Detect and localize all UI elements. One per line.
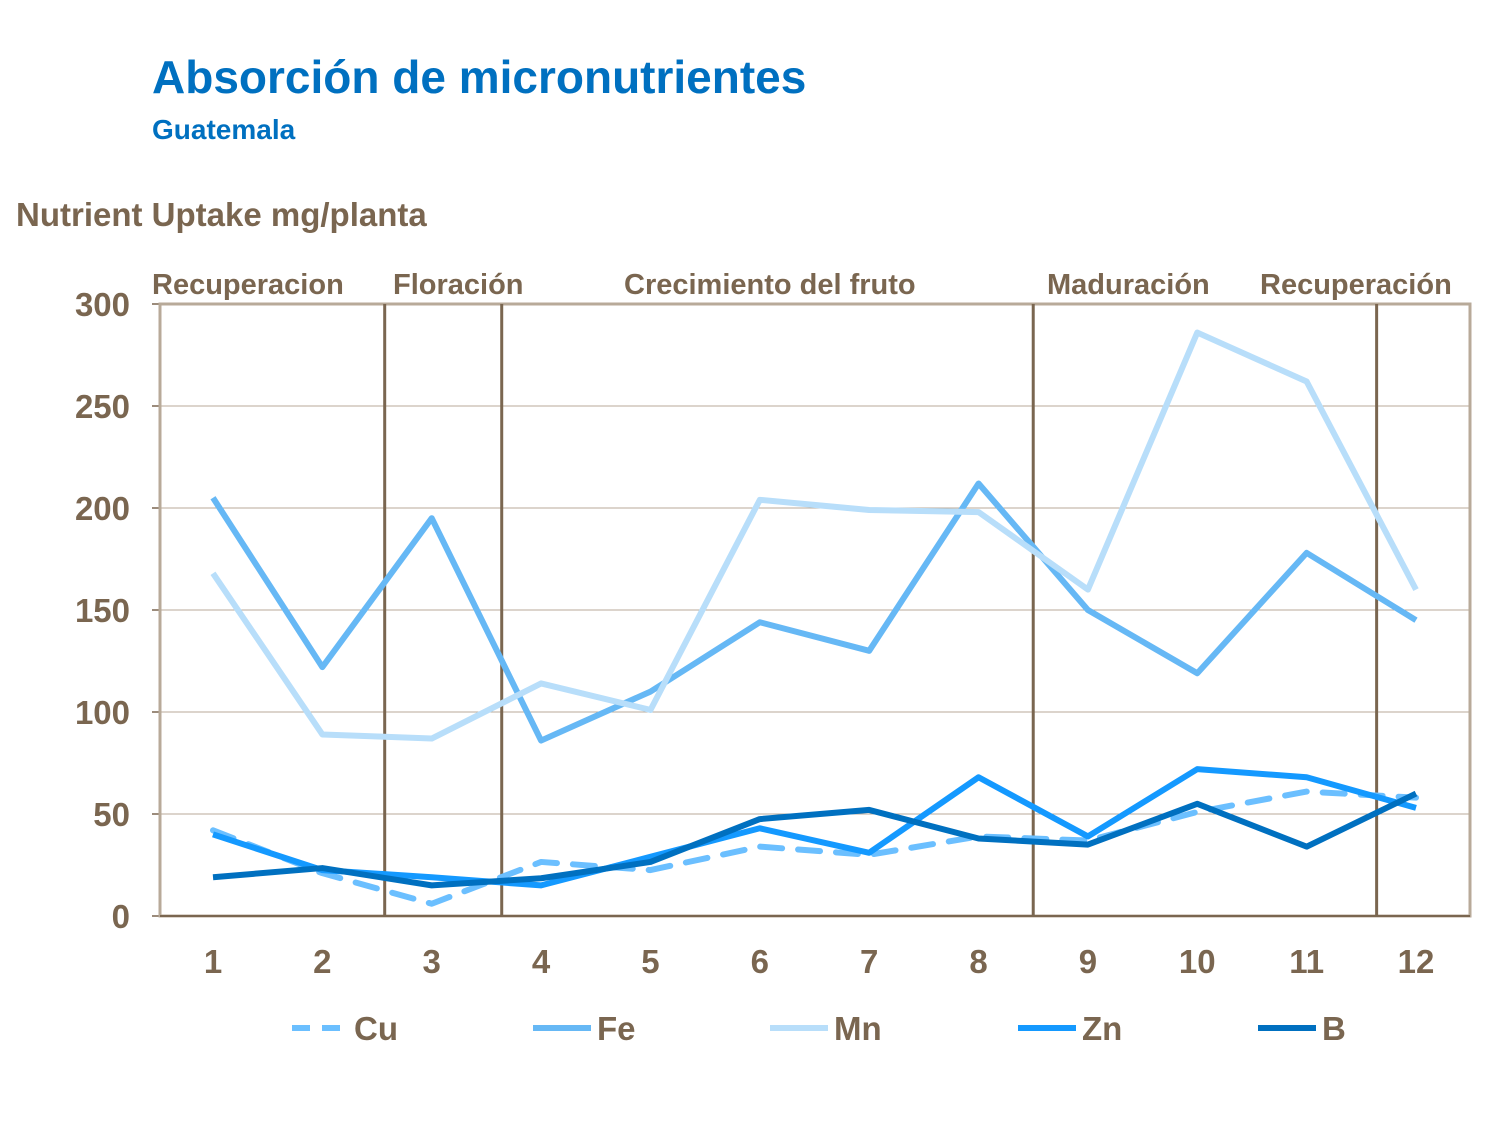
x-tick-label: 4 [532,943,551,980]
series-line-fe [210,480,1418,744]
y-tick-label: 300 [75,286,130,323]
x-tick-label: 1 [204,943,222,980]
x-tick-label: 8 [969,943,987,980]
x-tick-label: 9 [1079,943,1097,980]
phase-label: Recuperacion [152,269,344,301]
phase-label: Maduración [1047,269,1210,301]
y-tick-label: 150 [75,592,130,629]
chart-title: Absorción de micronutrientes [152,51,807,103]
phase-label: Floración [393,269,524,301]
y-tick-label: 200 [75,490,130,527]
chart-subtitle: Guatemala [152,114,296,145]
y-tick-label: 50 [93,796,130,833]
x-tick-label: 7 [860,943,878,980]
series-line-b [212,790,1418,889]
x-tick-label: 11 [1289,943,1324,980]
series-line-zn [212,766,1417,889]
x-tick-label: 6 [751,943,769,980]
legend-label-mn: Mn [834,1010,882,1047]
phase-label: Crecimiento del fruto [624,269,916,301]
x-tick-label: 10 [1179,943,1216,980]
x-tick-label: 12 [1398,943,1435,980]
legend-label-zn: Zn [1082,1010,1122,1047]
y-tick-label: 250 [75,388,130,425]
series-line-cu [210,788,1419,907]
legend-label-cu: Cu [354,1010,398,1047]
y-axis-label: Nutrient Uptake mg/planta [16,196,427,233]
y-tick-label: 100 [75,694,130,731]
legend-label-b: B [1322,1010,1346,1047]
y-tick-label: 0 [112,898,130,935]
x-tick-label: 5 [641,943,659,980]
x-tick-label: 2 [313,943,331,980]
x-tick-label: 3 [423,943,441,980]
phase-label: Recuperación [1260,269,1452,301]
series-line-mn [210,329,1419,742]
legend-label-fe: Fe [597,1010,636,1047]
